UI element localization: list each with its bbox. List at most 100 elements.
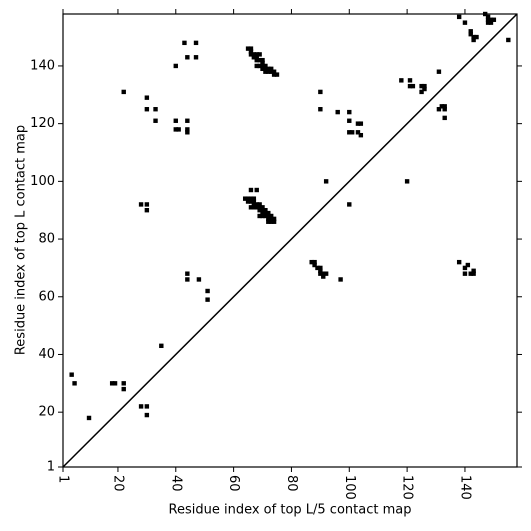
point: [271, 72, 277, 77]
point: [245, 46, 251, 51]
point: [260, 208, 265, 213]
point: [266, 219, 271, 224]
point: [274, 72, 280, 77]
point: [193, 55, 199, 60]
point: [318, 268, 323, 273]
point: [260, 66, 265, 72]
point: [86, 415, 92, 421]
point: [251, 205, 257, 210]
point: [196, 277, 202, 282]
point: [153, 107, 158, 112]
point: [462, 271, 468, 276]
point: [266, 66, 271, 72]
point: [257, 57, 262, 63]
point: [321, 271, 326, 276]
point: [442, 107, 447, 112]
x-tick-label: 1: [56, 475, 71, 483]
point: [491, 17, 497, 22]
point: [358, 132, 364, 138]
point: [260, 213, 265, 219]
point: [347, 130, 352, 135]
point: [269, 219, 274, 224]
point: [144, 95, 150, 100]
point: [404, 179, 410, 184]
point: [347, 118, 352, 123]
point: [254, 57, 259, 63]
point: [462, 265, 468, 271]
point: [257, 63, 262, 69]
point: [485, 17, 491, 22]
y-tick-label: 40: [38, 347, 55, 362]
point: [315, 265, 320, 271]
point: [251, 196, 257, 201]
point: [121, 89, 126, 95]
point: [442, 115, 447, 121]
point: [257, 213, 262, 219]
point: [462, 20, 468, 25]
point: [260, 205, 265, 210]
point: [173, 118, 178, 123]
point: [399, 78, 404, 83]
point: [251, 199, 257, 204]
point: [159, 343, 164, 349]
point: [269, 213, 274, 219]
point: [182, 40, 187, 46]
point: [471, 37, 476, 43]
point: [173, 127, 178, 132]
point: [185, 130, 190, 135]
x-tick-label: 40: [168, 475, 183, 492]
point: [263, 66, 268, 72]
point: [263, 210, 268, 216]
point: [471, 271, 476, 276]
point: [257, 208, 262, 213]
y-axis-label: Residue index of top L contact map: [14, 125, 29, 355]
point: [185, 55, 190, 60]
point: [248, 187, 254, 193]
point: [251, 52, 257, 57]
point: [245, 199, 251, 204]
point: [266, 69, 271, 74]
point: [318, 89, 323, 95]
point: [257, 202, 262, 207]
y-tick-label: 20: [38, 405, 55, 420]
point: [173, 63, 178, 69]
point: [266, 210, 271, 216]
point: [407, 78, 413, 83]
y-tick-label: 100: [30, 174, 55, 189]
point: [260, 210, 265, 216]
point: [269, 69, 274, 74]
point: [185, 277, 190, 282]
point: [248, 205, 254, 210]
point: [271, 219, 277, 224]
point: [245, 196, 251, 201]
point: [347, 109, 352, 115]
point: [144, 107, 150, 112]
diagonal-line: [62, 13, 518, 468]
x-axis-label: Residue index of top L/5 contact map: [169, 503, 412, 518]
point: [488, 17, 494, 22]
point: [185, 271, 190, 276]
point: [323, 271, 329, 276]
point: [407, 83, 413, 89]
x-tick-label: 80: [284, 475, 299, 492]
point: [193, 40, 199, 46]
point: [355, 121, 361, 126]
point: [248, 46, 254, 51]
point: [269, 66, 274, 72]
point: [185, 118, 190, 123]
point: [271, 216, 277, 222]
point: [263, 69, 268, 74]
point: [254, 187, 259, 193]
point: [471, 34, 476, 40]
point: [263, 208, 268, 213]
point: [121, 381, 126, 386]
point: [144, 412, 150, 418]
point: [468, 271, 473, 276]
point: [144, 208, 150, 213]
point: [69, 372, 74, 377]
point: [254, 52, 259, 57]
point: [260, 63, 265, 69]
point: [254, 202, 259, 207]
point: [410, 83, 416, 89]
point: [318, 107, 323, 112]
